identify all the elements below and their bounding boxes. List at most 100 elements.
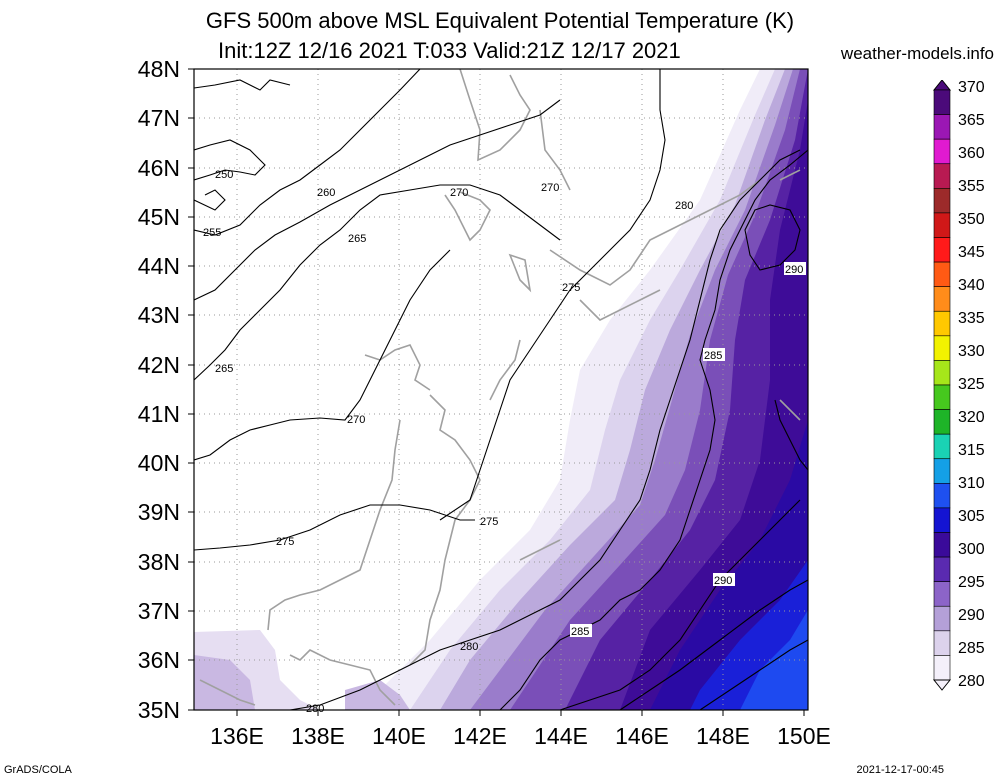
colorbar-label-370: 370 <box>958 79 985 96</box>
contour-label-260: 260 <box>317 187 335 199</box>
colorbar-segment <box>933 483 951 509</box>
lat-label-38n: 38N <box>137 549 180 575</box>
lat-label-39n: 39N <box>137 499 180 525</box>
map-frame <box>193 68 809 711</box>
colorbar-segment <box>933 458 951 484</box>
contour-label-270: 270 <box>347 414 365 426</box>
colorbar-segment <box>933 138 951 165</box>
colorbar-label-310: 310 <box>958 475 985 492</box>
lat-label-35n: 35N <box>137 697 180 723</box>
colorbar-label-325: 325 <box>958 376 985 393</box>
lon-label-138e: 138E <box>291 723 345 749</box>
lon-label-140e: 140E <box>372 723 426 749</box>
colorbar-label-305: 305 <box>958 508 985 525</box>
colorbar-segment <box>933 188 951 214</box>
contour-label-280: 280 <box>675 200 693 212</box>
site-label: weather-models.info <box>840 44 994 63</box>
colorbar-segment <box>933 605 951 632</box>
colorbar-segment <box>933 532 951 558</box>
colorbar-segment <box>933 237 951 263</box>
colorbar-segment <box>933 630 951 656</box>
colorbar-label-355: 355 <box>958 178 985 195</box>
lon-label-136e: 136E <box>210 723 264 749</box>
lat-label-43n: 43N <box>137 302 180 328</box>
colorbar-label-295: 295 <box>958 574 985 591</box>
lat-label-48n: 48N <box>137 56 180 82</box>
contour-label-280: 280 <box>306 703 324 715</box>
colorbar-segment <box>933 433 951 460</box>
lat-label-47n: 47N <box>137 105 180 131</box>
colorbar-segment <box>933 310 951 337</box>
contour-label-270: 270 <box>541 182 559 194</box>
colorbar-segment <box>933 360 951 386</box>
colorbar-label-290: 290 <box>958 607 985 624</box>
band-s-1 <box>345 680 410 710</box>
colorbar-label-315: 315 <box>958 442 985 459</box>
contour-labels: 250 255 260 265 270 270 270 265 275 275 … <box>203 169 806 715</box>
axis-ticks <box>188 68 805 716</box>
contour-label-275: 275 <box>276 536 294 548</box>
colorbar-segment <box>933 507 951 533</box>
colorbar-segment <box>933 89 951 115</box>
colorbar-segment <box>933 335 951 361</box>
lat-label-37n: 37N <box>137 598 180 624</box>
contour-label-265: 265 <box>348 233 366 245</box>
colorbar-segment <box>933 556 951 582</box>
map-grid <box>194 69 808 710</box>
lat-label-41n: 41N <box>137 401 180 427</box>
contour-label-285: 285 <box>571 626 589 638</box>
contour-label-250: 250 <box>215 169 233 181</box>
contour-label-290: 290 <box>714 575 732 587</box>
colorbar-bottom-arrow <box>932 679 952 691</box>
lat-label-40n: 40N <box>137 450 180 476</box>
contour-label-275: 275 <box>480 516 498 528</box>
contour-label-255: 255 <box>203 227 221 239</box>
coastlines <box>199 69 801 706</box>
colorbar-label-320: 320 <box>958 409 985 426</box>
contour-label-280: 280 <box>460 641 478 653</box>
colorbar-label-365: 365 <box>958 112 985 129</box>
colorbar-segment <box>933 384 951 410</box>
colorbar-segment <box>933 409 951 435</box>
lat-label-42n: 42N <box>137 352 180 378</box>
lat-label-44n: 44N <box>137 253 180 279</box>
chart-subtitle: Init:12Z 12/16 2021 T:033 Valid:21Z 12/1… <box>218 38 681 63</box>
footer-credit: GrADS/COLA <box>4 764 72 776</box>
contour-label-270: 270 <box>450 187 468 199</box>
contour-label-285: 285 <box>704 350 722 362</box>
colorbar-label-300: 300 <box>958 541 985 558</box>
colorbar-segment <box>933 114 951 140</box>
lon-label-150e: 150E <box>777 723 831 749</box>
colorbar-segment <box>933 212 951 238</box>
lon-label-146e: 146E <box>615 723 669 749</box>
colorbar-label-360: 360 <box>958 145 985 162</box>
colorbar-segment <box>933 286 951 312</box>
lat-label-36n: 36N <box>137 647 180 673</box>
band-sw-2 <box>194 655 255 710</box>
colorbar-label-335: 335 <box>958 310 985 327</box>
colorbar-label-285: 285 <box>958 640 985 657</box>
colorbar-label-340: 340 <box>958 277 985 294</box>
colorbar-top-arrow <box>932 80 952 91</box>
colorbar-label-280: 280 <box>958 673 985 690</box>
lat-label-45n: 45N <box>137 204 180 230</box>
colorbar-segment <box>933 261 951 287</box>
colorbar <box>932 80 952 691</box>
colorbar-label-350: 350 <box>958 211 985 228</box>
lon-label-142e: 142E <box>453 723 507 749</box>
lon-label-144e: 144E <box>534 723 588 749</box>
theta-e-shading <box>194 69 808 710</box>
contour-label-275: 275 <box>562 282 580 294</box>
footer-timestamp: 2021-12-17-00:45 <box>856 764 944 776</box>
colorbar-segment <box>933 655 951 681</box>
colorbar-segment <box>933 163 951 189</box>
colorbar-label-330: 330 <box>958 343 985 360</box>
lat-label-46n: 46N <box>137 155 180 181</box>
chart-title: GFS 500m above MSL Equivalent Potential … <box>205 8 795 33</box>
contour-label-290: 290 <box>785 264 803 276</box>
contour-label-265: 265 <box>215 363 233 375</box>
colorbar-label-345: 345 <box>958 244 985 261</box>
lon-label-148e: 148E <box>696 723 750 749</box>
colorbar-segment <box>933 581 951 607</box>
